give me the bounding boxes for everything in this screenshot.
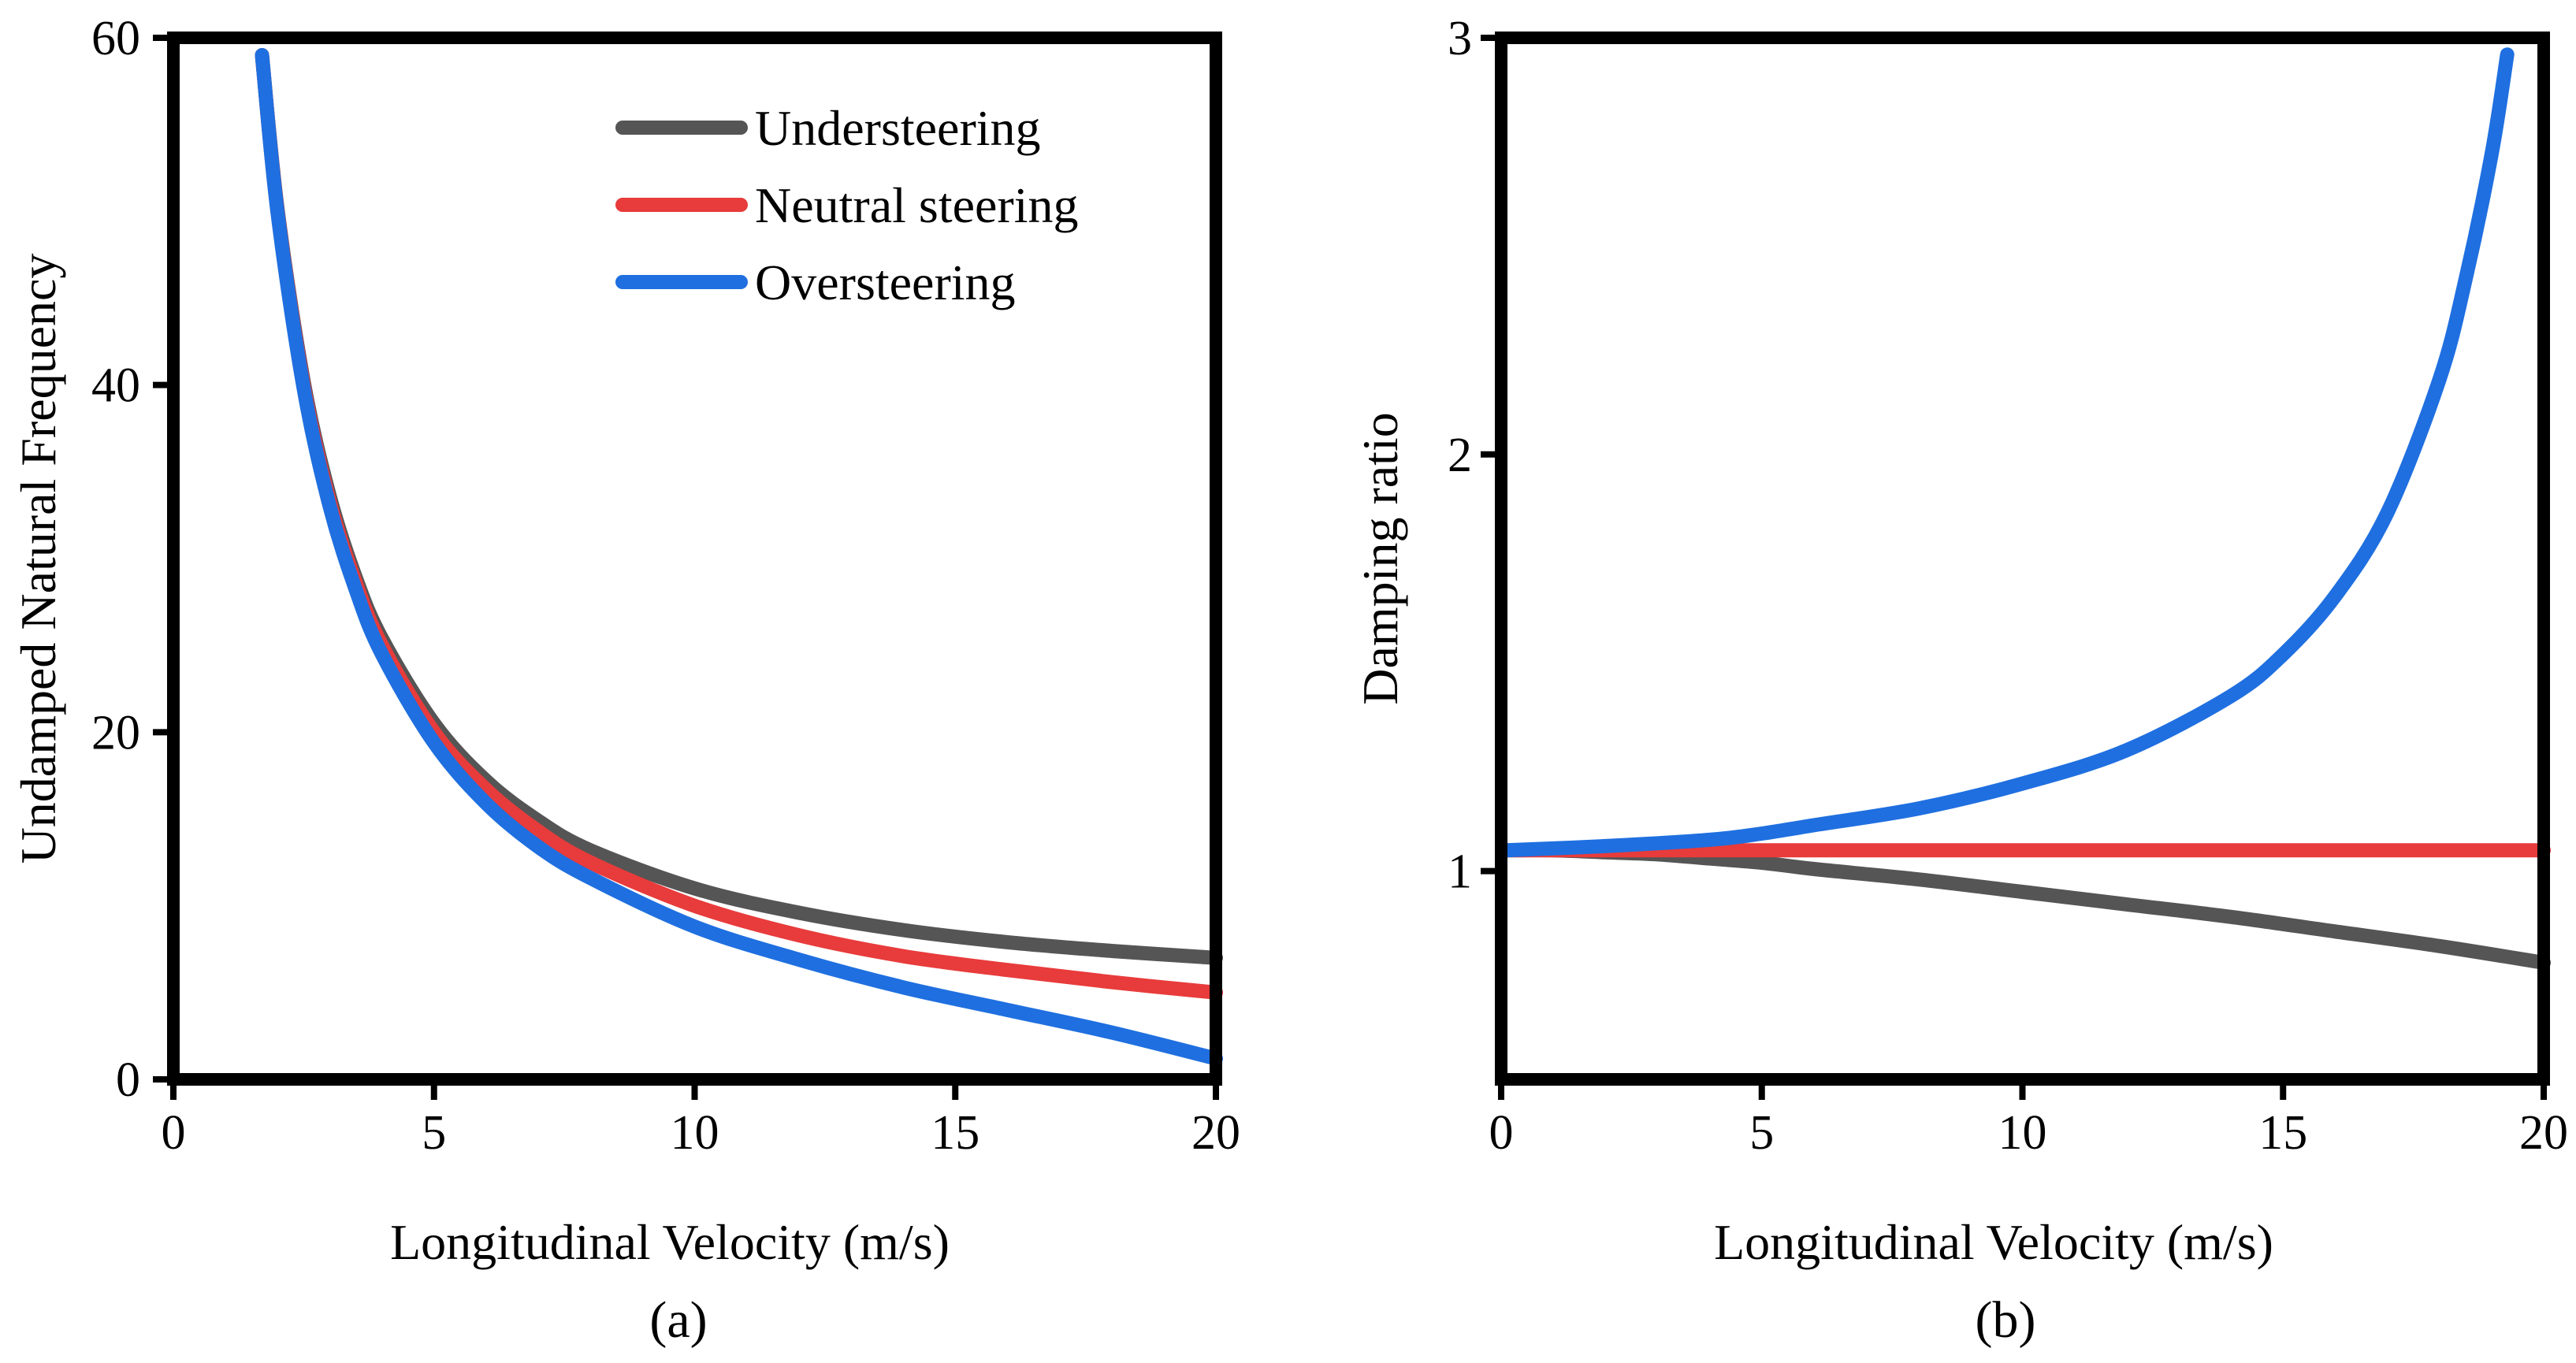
panel-a-x-tick-label: 20: [1191, 1106, 1240, 1160]
panel-a-x-tick-label: 10: [671, 1106, 719, 1160]
panel-a-x-tick-label: 0: [162, 1106, 186, 1160]
panel-b-x-axis-title: Longitudinal Velocity (m/s): [1714, 1214, 2273, 1270]
panel-b-line-oversteering: [1499, 47, 2515, 858]
panel-b-x-tick-label: 20: [2519, 1106, 2568, 1160]
panel-a-caption: (a): [649, 1291, 707, 1349]
panel-b-plot-frame: [1495, 32, 2550, 1086]
panel-a: 0 5 10 15 20 0 20 40 60 Undamped Natural Frequen…: [10, 12, 1240, 1349]
panel-a-ticks: 0 5 10 15 20 0 20 40 60: [91, 12, 1240, 1160]
panel-b-y-axis-title: Damping ratio: [1352, 412, 1408, 704]
panel-b-y-tick-label: 2: [1448, 429, 1472, 482]
panel-a-y-tick-label: 0: [116, 1053, 140, 1107]
panel-a-x-axis-title: Longitudinal Velocity (m/s): [390, 1214, 950, 1270]
panel-b-series: [1499, 47, 2551, 970]
panel-b-line-understeering: [1499, 842, 2551, 970]
panel-a-y-tick-label: 20: [91, 706, 140, 759]
panel-a-y-tick-label: 60: [91, 12, 140, 65]
panel-b-y-tick-label: 3: [1448, 12, 1472, 65]
panel-b-x-tick-label: 10: [1998, 1106, 2047, 1160]
panel-b: 0 5 10 15 20 1 2 3 Damping ratio Longitudinal V…: [1352, 12, 2568, 1349]
panel-b-y-tick-label: 1: [1448, 845, 1472, 899]
panel-b-x-tick-label: 15: [2258, 1106, 2307, 1160]
panel-a-y-axis-title: Undamped Natural Frequency: [10, 254, 66, 864]
legend-label-neutral-steering: Neutral steering: [755, 177, 1079, 233]
panel-a-series: [255, 48, 1223, 1066]
panel-a-line-oversteering: [255, 48, 1223, 1066]
panel-b-caption: (b): [1976, 1291, 2036, 1349]
panel-a-x-tick-label: 15: [931, 1106, 979, 1160]
panel-a-y-tick-label: 40: [91, 359, 140, 413]
panel-b-ticks: 0 5 10 15 20 1 2 3: [1448, 12, 2568, 1160]
legend-label-understeering: Understeering: [755, 100, 1041, 156]
legend-label-oversteering: Oversteering: [755, 254, 1016, 310]
panel-b-x-tick-label: 5: [1749, 1106, 1774, 1160]
panel-b-x-tick-label: 0: [1489, 1106, 1514, 1160]
panel-a-legend: Understeering Neutral steering Oversteerin…: [615, 100, 1079, 310]
panel-a-x-tick-label: 5: [422, 1106, 446, 1160]
